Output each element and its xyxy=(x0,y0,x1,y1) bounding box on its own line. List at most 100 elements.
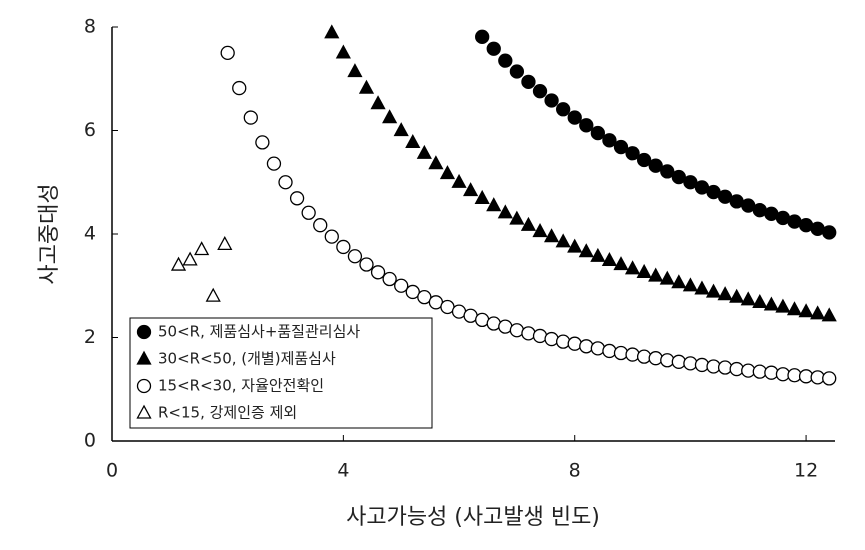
legend-marker xyxy=(136,404,152,419)
point xyxy=(764,365,779,380)
point xyxy=(648,158,663,173)
legend-label: R<15, 강제인증 제외 xyxy=(158,404,297,422)
point xyxy=(544,93,559,108)
point xyxy=(335,44,351,59)
point xyxy=(405,284,420,300)
point xyxy=(660,164,675,179)
point xyxy=(393,122,409,137)
point xyxy=(579,339,594,354)
y-tick-label: 8 xyxy=(84,16,96,38)
point xyxy=(671,169,686,185)
point xyxy=(659,270,675,285)
legend-marker xyxy=(136,350,152,365)
point xyxy=(532,84,548,99)
point xyxy=(428,155,444,170)
point xyxy=(717,360,733,375)
point xyxy=(194,241,210,256)
point xyxy=(729,288,745,303)
point xyxy=(394,278,409,293)
point xyxy=(405,134,421,149)
point xyxy=(474,189,490,204)
point xyxy=(347,249,363,264)
legend-marker xyxy=(136,378,152,394)
point xyxy=(347,63,363,78)
point xyxy=(486,316,501,331)
point xyxy=(555,233,571,248)
point xyxy=(324,24,340,39)
point xyxy=(255,135,270,150)
point xyxy=(301,205,316,220)
point xyxy=(313,218,328,233)
legend-marker xyxy=(136,324,152,340)
point xyxy=(694,357,710,373)
point xyxy=(463,182,479,197)
point xyxy=(497,204,513,219)
point xyxy=(509,323,525,338)
point xyxy=(220,45,235,61)
point xyxy=(810,305,826,320)
point xyxy=(763,296,779,311)
point xyxy=(475,29,490,44)
point xyxy=(567,238,583,253)
point xyxy=(451,173,467,188)
point xyxy=(636,263,652,278)
point xyxy=(717,286,733,301)
y-tick-label: 6 xyxy=(84,119,96,141)
point xyxy=(359,257,374,272)
x-tick-label: 12 xyxy=(794,460,818,482)
point xyxy=(636,349,652,364)
point xyxy=(439,165,456,180)
point xyxy=(370,265,386,280)
point xyxy=(660,353,675,368)
y-tick-label: 2 xyxy=(84,326,96,348)
point xyxy=(740,291,756,306)
point xyxy=(556,102,571,117)
point xyxy=(336,239,351,255)
point xyxy=(544,331,559,347)
point xyxy=(520,216,537,231)
point xyxy=(382,271,397,287)
point xyxy=(602,343,617,359)
point xyxy=(752,293,768,308)
x-axis-title: 사고가능성 (사고발생 빈도) xyxy=(346,505,600,530)
point xyxy=(232,80,247,96)
point xyxy=(601,252,618,267)
point xyxy=(613,256,629,271)
legend-label: 50<R, 제품심사+품질관리심사 xyxy=(158,323,360,341)
point xyxy=(243,110,258,125)
point xyxy=(683,356,698,371)
point xyxy=(217,235,233,251)
point xyxy=(567,110,582,125)
x-tick-label: 0 xyxy=(106,460,118,482)
point xyxy=(182,251,198,266)
point xyxy=(579,118,594,133)
point xyxy=(590,125,606,141)
point xyxy=(822,225,837,240)
x-tick-label: 4 xyxy=(337,460,349,482)
point xyxy=(567,336,582,351)
point xyxy=(683,175,698,190)
y-axis-title: 사고중대성 xyxy=(37,183,62,284)
point xyxy=(648,267,664,282)
point xyxy=(382,109,398,124)
point xyxy=(358,79,375,94)
point xyxy=(613,345,629,361)
point xyxy=(590,247,606,262)
point xyxy=(486,197,502,212)
point xyxy=(266,156,282,171)
point xyxy=(822,371,837,386)
y-tick-label: 4 xyxy=(84,223,96,245)
point xyxy=(578,243,594,258)
point xyxy=(324,229,339,244)
point xyxy=(729,361,744,377)
point xyxy=(498,53,513,68)
point xyxy=(648,351,663,366)
point xyxy=(521,74,536,90)
point xyxy=(417,289,432,305)
point xyxy=(636,152,652,168)
point xyxy=(532,328,548,344)
point xyxy=(532,223,548,238)
point xyxy=(798,303,814,318)
point xyxy=(170,256,187,271)
